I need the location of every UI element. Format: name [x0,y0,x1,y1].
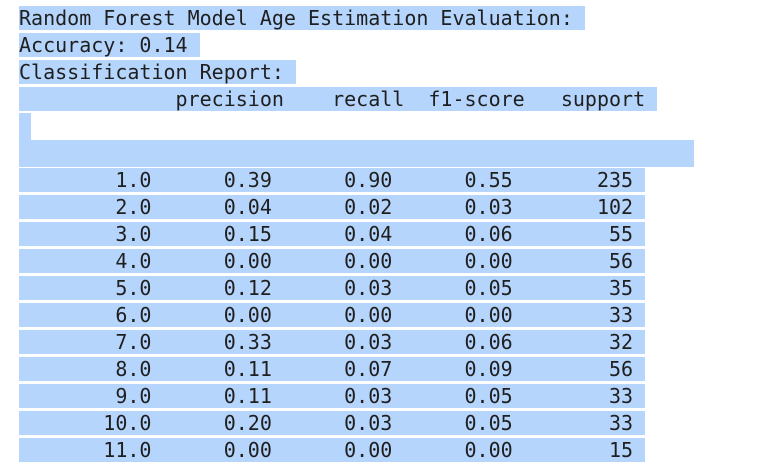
report-row: 6.0 0.00 0.00 0.00 33 [19,302,694,329]
blank-selection [19,113,31,140]
report-row-text: 2.0 0.04 0.02 0.03 102 [19,195,646,219]
report-row-text: 8.0 0.11 0.07 0.09 56 [19,357,646,381]
report-row: 9.0 0.11 0.03 0.05 33 [19,383,694,410]
report-rows: 1.0 0.39 0.90 0.55 235 2.0 0.04 0.02 0.0… [19,167,694,464]
report-row: 4.0 0.00 0.00 0.00 56 [19,248,694,275]
blank-line [19,113,694,140]
blank-selection [19,140,694,167]
report-row: 7.0 0.33 0.03 0.06 32 [19,329,694,356]
output-title: Random Forest Model Age Estimation Evalu… [19,6,585,30]
report-heading: Classification Report: [19,60,296,84]
title-line: Random Forest Model Age Estimation Evalu… [19,5,694,32]
report-row-text: 11.0 0.00 0.00 0.00 15 [19,438,646,462]
report-row-text: 5.0 0.12 0.03 0.05 35 [19,276,646,300]
report-row: 3.0 0.15 0.04 0.06 55 [19,221,694,248]
accuracy-text: Accuracy: 0.14 [19,33,200,57]
report-row: 2.0 0.04 0.02 0.03 102 [19,194,694,221]
accuracy-line: Accuracy: 0.14 [19,32,694,59]
report-row: 10.0 0.20 0.03 0.05 33 [19,410,694,437]
report-row-text: 1.0 0.39 0.90 0.55 235 [19,168,646,192]
report-row: 5.0 0.12 0.03 0.05 35 [19,275,694,302]
report-row-text: 10.0 0.20 0.03 0.05 33 [19,411,646,435]
blank-line [19,140,694,167]
report-column-headers: precision recall f1-score support [19,87,658,111]
report-row-text: 6.0 0.00 0.00 0.00 33 [19,303,646,327]
report-row-text: 9.0 0.11 0.03 0.05 33 [19,384,646,408]
report-row-text: 4.0 0.00 0.00 0.00 56 [19,249,646,273]
report-row-text: 3.0 0.15 0.04 0.06 55 [19,222,646,246]
report-row-text: 7.0 0.33 0.03 0.06 32 [19,330,646,354]
report-row: 1.0 0.39 0.90 0.55 235 [19,167,694,194]
console-output: Random Forest Model Age Estimation Evalu… [19,5,694,464]
report-heading-line: Classification Report: [19,59,694,86]
report-row: 11.0 0.00 0.00 0.00 15 [19,437,694,464]
report-row: 8.0 0.11 0.07 0.09 56 [19,356,694,383]
report-header-row: precision recall f1-score support [19,86,694,113]
